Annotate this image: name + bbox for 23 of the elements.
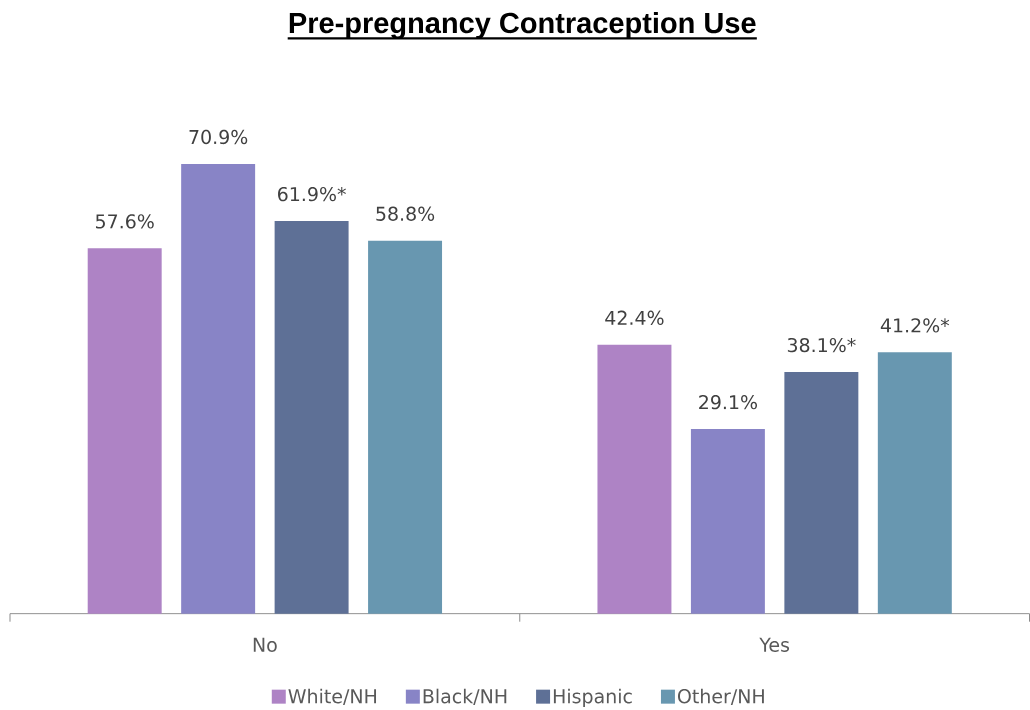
data-label: 42.4% (605, 310, 664, 326)
data-label: 41.2%* (880, 318, 950, 333)
bar (181, 164, 256, 614)
data-label: 29.1% (699, 395, 757, 410)
legend-label: Black/NH (423, 688, 507, 706)
x-tick-label: Yes (759, 638, 790, 653)
data-label: 58.8% (376, 206, 435, 222)
bar (597, 344, 672, 614)
bar (87, 248, 162, 614)
data-label: 70.9% (189, 129, 248, 145)
data-label: 57.6% (95, 214, 154, 229)
legend-label: Other/NH (677, 688, 764, 706)
data-label: 38.1%* (787, 338, 856, 353)
bar (877, 352, 952, 614)
chart-title: Pre-pregnancy Contraception Use (289, 12, 756, 40)
legend-label: Hispanic (553, 688, 632, 708)
bar (784, 372, 859, 614)
bar (274, 221, 349, 614)
x-tick-label: No (253, 638, 277, 653)
data-label: 61.9%* (278, 187, 346, 202)
legend-label: White/NH (288, 688, 377, 706)
bar (690, 429, 765, 614)
bar (368, 240, 443, 614)
